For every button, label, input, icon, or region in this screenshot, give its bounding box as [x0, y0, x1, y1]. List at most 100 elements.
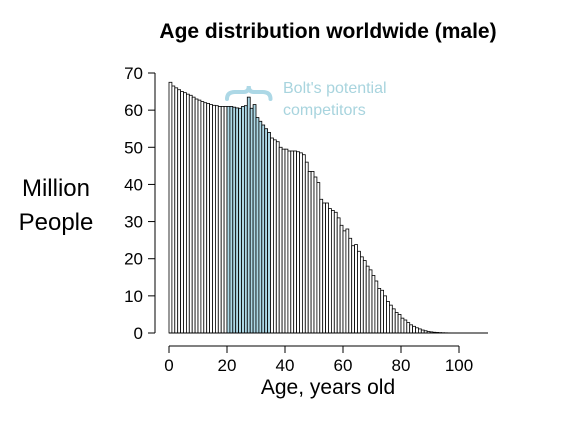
- bar-age-52: [319, 198, 324, 334]
- bar-age-80: [400, 317, 405, 334]
- bar-age-22: [232, 106, 237, 334]
- bar-age-78: [394, 312, 399, 334]
- bar-age-1: [171, 85, 176, 334]
- highlight-brace: [225, 85, 273, 101]
- bar-group: [168, 81, 460, 334]
- bar-age-86: [417, 328, 422, 334]
- bar-age-82: [406, 322, 411, 334]
- bar-age-34: [267, 132, 271, 334]
- bar-age-67: [362, 260, 367, 334]
- bar-age-3: [177, 89, 181, 334]
- bar-age-31: [258, 120, 263, 334]
- bar-age-63: [351, 245, 356, 334]
- y-tick-label-30: 30: [124, 213, 143, 232]
- bar-age-70: [371, 275, 376, 334]
- bar-age-44: [296, 151, 300, 334]
- bar-age-49: [310, 171, 315, 334]
- bar-age-69: [368, 269, 373, 334]
- annotation-line-1: Bolt's potential: [283, 80, 387, 97]
- bar-age-71: [374, 280, 379, 334]
- bar-age-27: [246, 96, 251, 334]
- bar-age-73: [380, 289, 385, 334]
- bar-age-68: [365, 265, 370, 334]
- bar-age-57: [333, 211, 338, 334]
- bar-age-21: [229, 106, 234, 334]
- bar-age-10: [197, 99, 202, 334]
- bar-age-47: [304, 161, 309, 334]
- bar-age-46: [301, 154, 306, 334]
- bar-age-50: [313, 176, 318, 334]
- bar-age-6: [185, 93, 190, 334]
- y-tick-label-70: 70: [124, 64, 143, 83]
- bar-age-28: [249, 107, 254, 334]
- bar-age-39: [281, 148, 286, 334]
- bar-age-76: [388, 304, 393, 334]
- bar-age-26: [243, 105, 248, 334]
- y-tick-label-0: 0: [134, 324, 143, 343]
- bar-age-61: [345, 228, 350, 334]
- y-tick-label-20: 20: [124, 250, 143, 269]
- bar-age-41: [287, 150, 292, 334]
- annotation-line-2: competitors: [283, 102, 366, 119]
- bar-age-24: [238, 107, 242, 334]
- x-tick-label-0: 0: [164, 356, 173, 375]
- bar-age-55: [328, 208, 332, 334]
- x-tick-label-60: 60: [334, 356, 353, 375]
- bar-age-4: [180, 91, 184, 334]
- bar-age-53: [322, 202, 327, 334]
- bar-age-2: [174, 87, 179, 334]
- bar-age-8: [191, 96, 196, 334]
- bar-age-32: [261, 124, 266, 334]
- y-tick-label-60: 60: [124, 101, 143, 120]
- bar-age-56: [330, 210, 335, 334]
- x-tick-label-80: 80: [392, 356, 411, 375]
- bar-age-74: [383, 295, 387, 334]
- bar-age-18: [220, 106, 225, 334]
- bar-age-85: [415, 327, 419, 334]
- bar-age-19: [223, 106, 228, 334]
- bar-age-37: [275, 141, 280, 334]
- x-tick-label-40: 40: [276, 356, 295, 375]
- axes-group: 0 10 20 30 40 50 60 70 0 20 40 60 80 100: [124, 64, 488, 375]
- bar-age-59: [339, 224, 344, 334]
- bar-age-51: [316, 182, 321, 334]
- bar-age-43: [293, 150, 298, 334]
- bar-age-0: [168, 81, 173, 334]
- bar-age-15: [212, 104, 216, 334]
- bar-age-75: [386, 301, 390, 334]
- bar-age-20: [226, 106, 231, 334]
- bar-age-77: [391, 308, 396, 334]
- bar-age-11: [200, 101, 205, 334]
- bar-age-35: [270, 137, 274, 334]
- bar-age-58: [336, 217, 341, 334]
- bar-age-36: [272, 139, 277, 334]
- bar-age-48: [307, 171, 312, 334]
- y-tick-label-50: 50: [124, 138, 143, 157]
- bar-age-14: [209, 104, 213, 334]
- bar-age-72: [377, 288, 382, 334]
- y-tick-label-10: 10: [124, 287, 143, 306]
- x-tick-label-100: 100: [445, 356, 473, 375]
- bar-age-30: [255, 117, 260, 334]
- chart-title: Age distribution worldwide (male): [159, 20, 497, 43]
- bar-age-42: [290, 150, 295, 334]
- bar-age-38: [278, 146, 283, 334]
- bar-age-12: [203, 102, 208, 334]
- bar-age-40: [284, 148, 289, 334]
- bar-age-33: [264, 128, 269, 334]
- bar-age-16: [214, 105, 219, 334]
- bar-age-7: [188, 94, 193, 334]
- bar-age-84: [412, 325, 416, 334]
- bar-age-5: [183, 92, 187, 334]
- bar-age-45: [299, 152, 303, 334]
- bar-age-25: [241, 106, 245, 334]
- bar-age-79: [397, 314, 402, 334]
- y-axis-label: Million People: [18, 175, 94, 236]
- bar-age-54: [325, 202, 329, 334]
- bar-age-64: [354, 244, 358, 334]
- bar-age-60: [342, 230, 347, 334]
- bar-age-17: [217, 106, 222, 334]
- bar-age-65: [357, 250, 361, 334]
- bar-age-66: [359, 256, 364, 334]
